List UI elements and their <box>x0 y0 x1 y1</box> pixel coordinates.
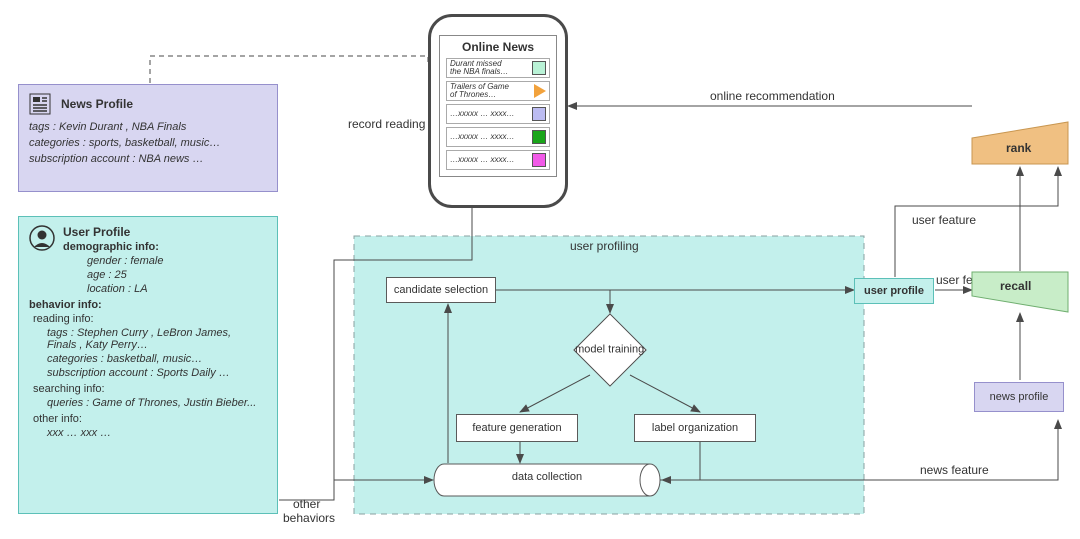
searching-line: queries : Game of Thrones, Justin Bieber… <box>47 397 267 409</box>
label-other-behaviors-2: behaviors <box>283 511 335 525</box>
phone-title: Online News <box>446 40 550 54</box>
searching-label: searching info: <box>33 383 267 395</box>
user-card-title: User Profile <box>63 225 163 239</box>
phone: Online News Durant missed the NBA finals… <box>428 14 568 208</box>
phone-screen: Online News Durant missed the NBA finals… <box>439 35 557 177</box>
reading-line: subscription account : Sports Daily … <box>47 367 267 379</box>
phone-row-text: …xxxxx … xxxx… <box>450 156 514 164</box>
news-card-line: tags : Kevin Durant , NBA Finals <box>29 121 267 133</box>
rank-block: rank <box>972 122 1068 164</box>
reading-line: categories : basketball, music… <box>47 353 267 365</box>
other-label: other info: <box>33 413 267 425</box>
color-swatch <box>532 153 546 167</box>
other-line: xxx … xxx … <box>47 427 267 439</box>
news-card-line: subscription account : NBA news … <box>29 153 267 165</box>
model-training-label: model training <box>575 344 644 356</box>
label-news-feature: news feature <box>920 463 989 477</box>
play-icon <box>534 84 546 98</box>
demo-line: gender : female <box>87 255 163 267</box>
color-swatch <box>532 107 546 121</box>
news-card-title: News Profile <box>61 97 133 111</box>
user-profile-box: user profile <box>854 278 934 304</box>
phone-row-text: Trailers of Game of Thrones… <box>450 83 509 100</box>
news-icon <box>29 93 51 115</box>
recall-block: recall <box>972 272 1068 312</box>
user-icon <box>29 225 55 251</box>
model-training-diamond: model training <box>573 313 647 387</box>
candidate-selection-box: candidate selection <box>386 277 496 303</box>
diagram-stage: record reading behaviors online recommen… <box>0 0 1080 539</box>
behavior-label: behavior info: <box>29 299 267 311</box>
phone-row-text: …xxxxx … xxxx… <box>450 133 514 141</box>
label-online-rec: online recommendation <box>710 89 835 103</box>
news-card-line: categories : sports, basketball, music… <box>29 137 267 149</box>
demo-label: demographic info: <box>63 241 163 253</box>
phone-row-text: Durant missed the NBA finals… <box>450 60 508 77</box>
reading-line: tags : Stephen Curry , LeBron James, Fin… <box>47 327 267 351</box>
label-other-behaviors-1: other <box>293 497 320 511</box>
color-swatch <box>532 61 546 75</box>
demo-line: location : LA <box>87 283 163 295</box>
news-profile-box: news profile <box>974 382 1064 412</box>
label-user-feature-top: user feature <box>912 213 976 227</box>
demo-line: age : 25 <box>87 269 163 281</box>
phone-row: …xxxxx … xxxx… <box>446 127 550 147</box>
feature-generation-box: feature generation <box>456 414 578 442</box>
phone-row: Durant missed the NBA finals… <box>446 58 550 78</box>
label-profiling: user profiling <box>570 239 639 253</box>
phone-row: …xxxxx … xxxx… <box>446 150 550 170</box>
reading-label: reading info: <box>33 313 267 325</box>
label-user-feature-mid: user feature <box>936 273 1000 287</box>
label-organization-box: label organization <box>634 414 756 442</box>
news-profile-card: News Profile tags : Kevin Durant , NBA F… <box>18 84 278 192</box>
svg-text:rank: rank <box>1006 141 1032 155</box>
phone-row: …xxxxx … xxxx… <box>446 104 550 124</box>
user-profile-card: User Profile demographic info: gender : … <box>18 216 278 514</box>
svg-text:recall: recall <box>1000 279 1031 293</box>
color-swatch <box>532 130 546 144</box>
phone-row-text: …xxxxx … xxxx… <box>450 110 514 118</box>
data-collection-label: data collection <box>472 471 622 483</box>
phone-row: Trailers of Game of Thrones… <box>446 81 550 101</box>
